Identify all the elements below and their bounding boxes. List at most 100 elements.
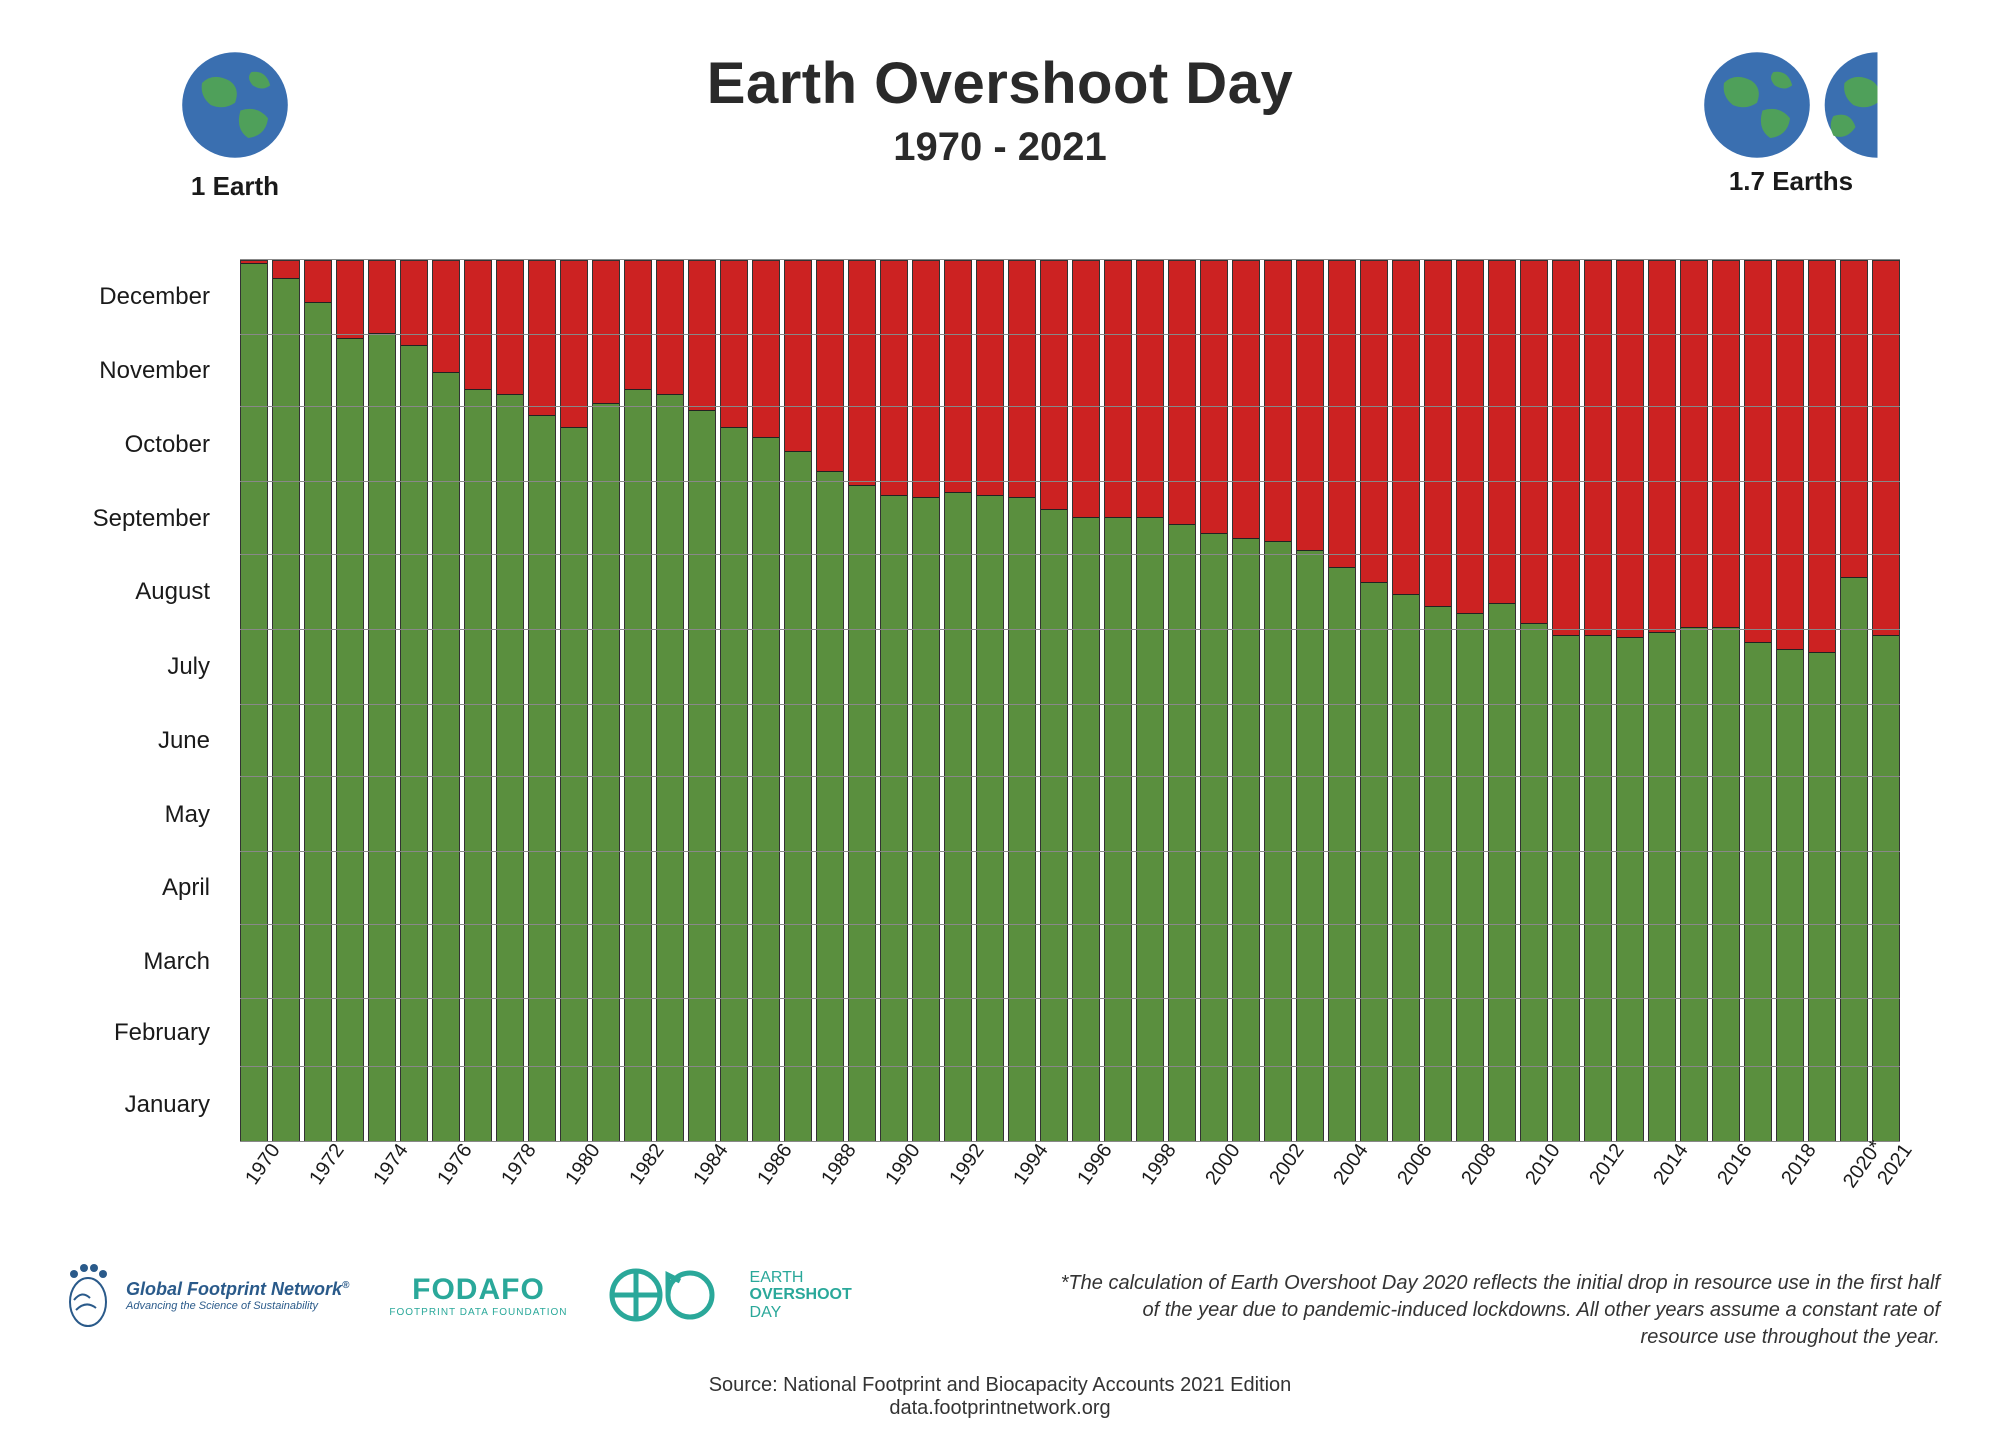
bar xyxy=(656,260,684,1142)
x-axis-label: 2012 xyxy=(1584,1150,1612,1188)
x-axis-label xyxy=(848,1150,876,1188)
bar xyxy=(496,260,524,1142)
y-axis-label: January xyxy=(125,1091,210,1119)
x-axis-label: 2014 xyxy=(1648,1150,1676,1188)
y-axis-label: June xyxy=(158,727,210,755)
footprint-icon xyxy=(60,1260,116,1330)
source-line1: Source: National Footprint and Biocapaci… xyxy=(709,1374,1292,1396)
y-axis-label: April xyxy=(162,874,210,902)
footer: Global Footprint Network® Advancing the … xyxy=(60,1270,1940,1420)
bar xyxy=(976,260,1004,1142)
x-axis-label xyxy=(400,1150,428,1188)
chart-subtitle: 1970 - 2021 xyxy=(60,125,1940,170)
y-axis: January February March April May June July Augu… xyxy=(60,260,230,1142)
bar xyxy=(1584,260,1612,1142)
y-axis-label: May xyxy=(165,801,210,829)
bar xyxy=(464,260,492,1142)
bar xyxy=(1744,260,1772,1142)
bar xyxy=(848,260,876,1142)
x-axis-label: 1990 xyxy=(880,1150,908,1188)
bar xyxy=(336,260,364,1142)
bar xyxy=(272,260,300,1142)
x-axis-label: 2010 xyxy=(1520,1150,1548,1188)
bar xyxy=(944,260,972,1142)
x-axis-label: 1998 xyxy=(1136,1150,1164,1188)
x-axis-label: 1994 xyxy=(1008,1150,1036,1188)
y-axis-label: August xyxy=(135,578,210,606)
bar xyxy=(1456,260,1484,1142)
bar xyxy=(1648,260,1676,1142)
x-axis-label xyxy=(1104,1150,1132,1188)
chart-title: Earth Overshoot Day xyxy=(60,50,1940,117)
bar xyxy=(1232,260,1260,1142)
x-axis-label xyxy=(336,1150,364,1188)
bar xyxy=(720,260,748,1142)
bar xyxy=(1360,260,1388,1142)
x-axis-label: 2006 xyxy=(1392,1150,1420,1188)
x-axis-label: 1996 xyxy=(1072,1150,1100,1188)
bar xyxy=(1776,260,1804,1142)
bar xyxy=(1680,260,1708,1142)
logo-gfn-tagline: Advancing the Science of Sustainability xyxy=(126,1300,349,1312)
bar xyxy=(1712,260,1740,1142)
eod-icon xyxy=(608,1267,738,1323)
x-axis-label: 1974 xyxy=(368,1150,396,1188)
bar xyxy=(1616,260,1644,1142)
x-axis-label: 1976 xyxy=(432,1150,460,1188)
y-axis-label: September xyxy=(93,505,210,533)
x-axis-label: 1986 xyxy=(752,1150,780,1188)
x-axis-label: 1978 xyxy=(496,1150,524,1188)
x-axis-label: 2016 xyxy=(1712,1150,1740,1188)
bar xyxy=(1328,260,1356,1142)
bar xyxy=(1008,260,1036,1142)
x-axis-label xyxy=(592,1150,620,1188)
x-axis-label xyxy=(1552,1150,1580,1188)
bar xyxy=(1296,260,1324,1142)
x-axis-label: 1982 xyxy=(624,1150,652,1188)
x-axis-label: 1980 xyxy=(560,1150,588,1188)
earth-right-badge: 1.7 Earths xyxy=(1702,50,1880,197)
y-axis-label: March xyxy=(143,948,210,976)
earth-right-label: 1.7 Earths xyxy=(1729,166,1853,197)
x-axis-label xyxy=(1040,1150,1068,1188)
bar xyxy=(592,260,620,1142)
bar xyxy=(816,260,844,1142)
x-axis-label xyxy=(1232,1150,1260,1188)
x-axis-label: 2021 xyxy=(1872,1150,1900,1188)
earth-icon xyxy=(180,50,290,160)
bar xyxy=(1264,260,1292,1142)
x-axis-label xyxy=(1424,1150,1452,1188)
x-axis-label xyxy=(1808,1150,1836,1188)
logo-fodafo: FODAFO FOOTPRINT DATA FOUNDATION xyxy=(389,1273,567,1318)
x-axis-label xyxy=(1168,1150,1196,1188)
logo-row: Global Footprint Network® Advancing the … xyxy=(60,1260,852,1330)
x-axis-label: 1992 xyxy=(944,1150,972,1188)
bar xyxy=(752,260,780,1142)
earth-left-label: 1 Earth xyxy=(180,171,290,202)
bar xyxy=(1136,260,1164,1142)
y-axis-label: October xyxy=(125,431,210,459)
earth-icon xyxy=(1702,50,1812,160)
bar xyxy=(912,260,940,1142)
bar xyxy=(1808,260,1836,1142)
y-axis-label: July xyxy=(167,653,210,681)
x-axis-label: 1970 xyxy=(240,1150,268,1188)
bar xyxy=(304,260,332,1142)
y-axis-label: February xyxy=(114,1019,210,1047)
bar xyxy=(368,260,396,1142)
x-axis-label: 2020* xyxy=(1840,1150,1868,1188)
bar xyxy=(1072,260,1100,1142)
bars-container xyxy=(240,260,1900,1142)
x-axis-label: 1984 xyxy=(688,1150,716,1188)
x-axis-label: 2000 xyxy=(1200,1150,1228,1188)
plot-area xyxy=(240,260,1900,1142)
x-axis-label: 2004 xyxy=(1328,1150,1356,1188)
x-axis-label xyxy=(720,1150,748,1188)
y-axis-label: December xyxy=(99,283,210,311)
logo-gfn-name: Global Footprint Network xyxy=(126,1279,342,1299)
chart: JanuaryFebruaryMarchAprilMayJuneJulyAugu… xyxy=(240,260,1900,1180)
bar xyxy=(1200,260,1228,1142)
y-axis-label: November xyxy=(99,357,210,385)
x-axis-label xyxy=(1488,1150,1516,1188)
bar xyxy=(1488,260,1516,1142)
